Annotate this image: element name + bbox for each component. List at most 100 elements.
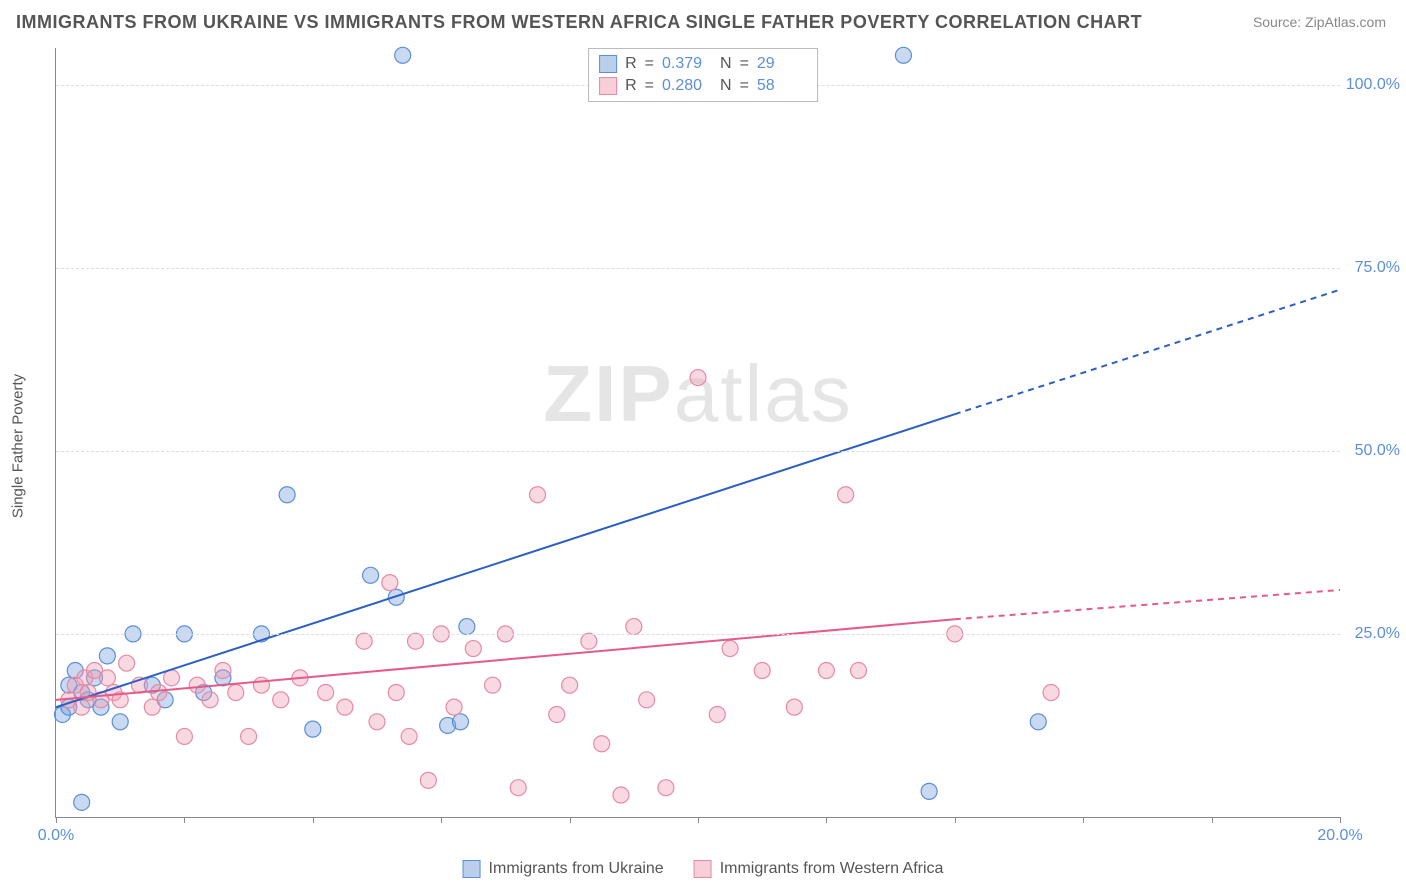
n-label: N	[720, 55, 732, 73]
scatter-point-western_africa	[786, 699, 802, 715]
equals-sign: =	[740, 77, 749, 95]
source-prefix: Source:	[1253, 14, 1305, 30]
scatter-point-western_africa	[465, 641, 481, 657]
scatter-point-western_africa	[754, 663, 770, 679]
scatter-point-western_africa	[626, 619, 642, 635]
scatter-point-western_africa	[594, 736, 610, 752]
scatter-point-western_africa	[420, 772, 436, 788]
scatter-point-western_africa	[581, 633, 597, 649]
scatter-point-western_africa	[356, 633, 372, 649]
chart-title: IMMIGRANTS FROM UKRAINE VS IMMIGRANTS FR…	[16, 12, 1142, 33]
swatch-blue-icon	[463, 860, 481, 878]
y-tick-label: 25.0%	[1355, 625, 1400, 643]
x-tick	[1083, 817, 1084, 823]
y-tick-label: 100.0%	[1346, 76, 1400, 94]
scatter-point-western_africa	[388, 684, 404, 700]
scatter-point-ukraine	[1030, 714, 1046, 730]
y-tick-label: 50.0%	[1355, 442, 1400, 460]
stats-row-wafrica: R = 0.280 N = 58	[599, 75, 807, 97]
scatter-point-ukraine	[279, 487, 295, 503]
plot-area: ZIPatlas 25.0%50.0%75.0%100.0%0.0%20.0%	[55, 48, 1340, 818]
scatter-point-western_africa	[709, 706, 725, 722]
scatter-point-western_africa	[658, 780, 674, 796]
scatter-point-western_africa	[510, 780, 526, 796]
chart-container: IMMIGRANTS FROM UKRAINE VS IMMIGRANTS FR…	[0, 0, 1406, 892]
grid-line	[56, 634, 1340, 635]
scatter-point-western_africa	[639, 692, 655, 708]
scatter-point-western_africa	[369, 714, 385, 730]
scatter-point-ukraine	[305, 721, 321, 737]
x-tick	[1212, 817, 1213, 823]
stats-legend: R = 0.379 N = 29 R = 0.280 N = 58	[588, 48, 818, 102]
x-tick	[56, 817, 57, 823]
scatter-point-western_africa	[838, 487, 854, 503]
scatter-point-western_africa	[485, 677, 501, 693]
scatter-point-western_africa	[318, 684, 334, 700]
n-label: N	[720, 77, 732, 95]
bottom-legend: Immigrants from Ukraine Immigrants from …	[463, 860, 944, 878]
swatch-pink-icon	[599, 77, 617, 95]
scatter-point-ukraine	[74, 794, 90, 810]
y-tick-label: 75.0%	[1355, 259, 1400, 277]
equals-sign: =	[645, 77, 654, 95]
scatter-point-western_africa	[530, 487, 546, 503]
equals-sign: =	[740, 55, 749, 73]
scatter-point-western_africa	[337, 699, 353, 715]
r-label: R	[625, 55, 637, 73]
scatter-point-western_africa	[549, 706, 565, 722]
source-link[interactable]: ZipAtlas.com	[1305, 14, 1386, 30]
scatter-point-western_africa	[851, 663, 867, 679]
scatter-point-western_africa	[176, 728, 192, 744]
x-tick-label: 0.0%	[38, 827, 74, 845]
scatter-point-western_africa	[382, 575, 398, 591]
scatter-point-western_africa	[228, 684, 244, 700]
legend-label-ukraine: Immigrants from Ukraine	[489, 860, 664, 878]
legend-item-wafrica: Immigrants from Western Africa	[694, 860, 944, 878]
r-value-ukraine: 0.379	[662, 55, 712, 73]
swatch-pink-icon	[694, 860, 712, 878]
source-attribution: Source: ZipAtlas.com	[1253, 14, 1386, 30]
plot-svg	[56, 48, 1340, 817]
scatter-point-western_africa	[241, 728, 257, 744]
x-tick	[1340, 817, 1341, 823]
scatter-point-western_africa	[401, 728, 417, 744]
scatter-point-western_africa	[273, 692, 289, 708]
n-value-ukraine: 29	[757, 55, 807, 73]
scatter-point-western_africa	[818, 663, 834, 679]
grid-line	[56, 451, 1340, 452]
scatter-point-western_africa	[408, 633, 424, 649]
x-tick-label: 20.0%	[1317, 827, 1362, 845]
scatter-point-western_africa	[99, 670, 115, 686]
scatter-point-ukraine	[99, 648, 115, 664]
scatter-point-western_africa	[562, 677, 578, 693]
grid-line	[56, 268, 1340, 269]
x-tick	[570, 817, 571, 823]
x-tick	[698, 817, 699, 823]
trend-line-dashed-western_africa	[955, 590, 1340, 619]
stats-row-ukraine: R = 0.379 N = 29	[599, 53, 807, 75]
scatter-point-ukraine	[459, 619, 475, 635]
scatter-point-western_africa	[189, 677, 205, 693]
scatter-point-ukraine	[395, 47, 411, 63]
trend-line-ukraine	[56, 414, 955, 707]
scatter-point-ukraine	[921, 783, 937, 799]
equals-sign: =	[645, 55, 654, 73]
scatter-point-ukraine	[452, 714, 468, 730]
scatter-point-western_africa	[690, 370, 706, 386]
scatter-point-western_africa	[1043, 684, 1059, 700]
scatter-point-western_africa	[613, 787, 629, 803]
y-axis-label: Single Father Poverty	[10, 374, 27, 518]
x-tick	[955, 817, 956, 823]
scatter-point-western_africa	[722, 641, 738, 657]
legend-item-ukraine: Immigrants from Ukraine	[463, 860, 664, 878]
scatter-point-ukraine	[363, 567, 379, 583]
x-tick	[826, 817, 827, 823]
trend-line-dashed-ukraine	[955, 290, 1340, 415]
scatter-point-western_africa	[144, 699, 160, 715]
scatter-point-ukraine	[895, 47, 911, 63]
legend-label-wafrica: Immigrants from Western Africa	[720, 860, 944, 878]
scatter-point-western_africa	[446, 699, 462, 715]
scatter-point-western_africa	[215, 663, 231, 679]
n-value-wafrica: 58	[757, 77, 807, 95]
scatter-point-western_africa	[119, 655, 135, 671]
